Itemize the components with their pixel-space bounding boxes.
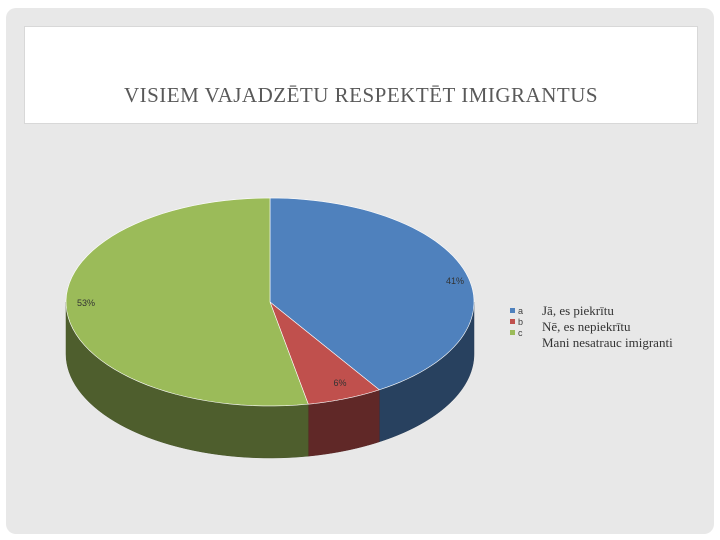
data-label-a: 41% <box>446 276 464 286</box>
legend-description-a: Jā, es piekrītu <box>542 303 614 318</box>
legend-key-row: c <box>510 327 523 338</box>
legend-swatch-c <box>510 330 515 335</box>
legend-key-c: c <box>518 327 523 338</box>
pie-slice-b <box>269 301 380 405</box>
chart-title: VISIEM VAJADZĒTU RESPEKTĒT IMIGRANTUS <box>123 83 599 107</box>
legend-description-c: Mani nesatrauc imigranti <box>542 335 673 350</box>
legend-descriptions: Jā, es piekrītu Nē, es nepiekrītu Mani n… <box>542 303 673 351</box>
legend-key-b: b <box>518 316 524 327</box>
legend-swatch-b <box>510 319 515 324</box>
title-box: VISIEM VAJADZĒTU RESPEKTĒT IMIGRANTUS <box>24 26 698 124</box>
legend-key-a: a <box>518 305 524 316</box>
pie-slice-a <box>269 197 475 391</box>
legend-description-b: Nē, es nepiekrītu <box>542 319 631 334</box>
legend-swatch-a <box>510 308 515 313</box>
legend-key-row: b <box>510 316 523 327</box>
data-label-c: 53% <box>77 298 95 308</box>
data-label-b: 6% <box>333 378 346 388</box>
pie-slice-c <box>65 197 309 407</box>
legend-key-row: a <box>510 305 523 316</box>
legend-keys: a b c <box>510 305 523 338</box>
